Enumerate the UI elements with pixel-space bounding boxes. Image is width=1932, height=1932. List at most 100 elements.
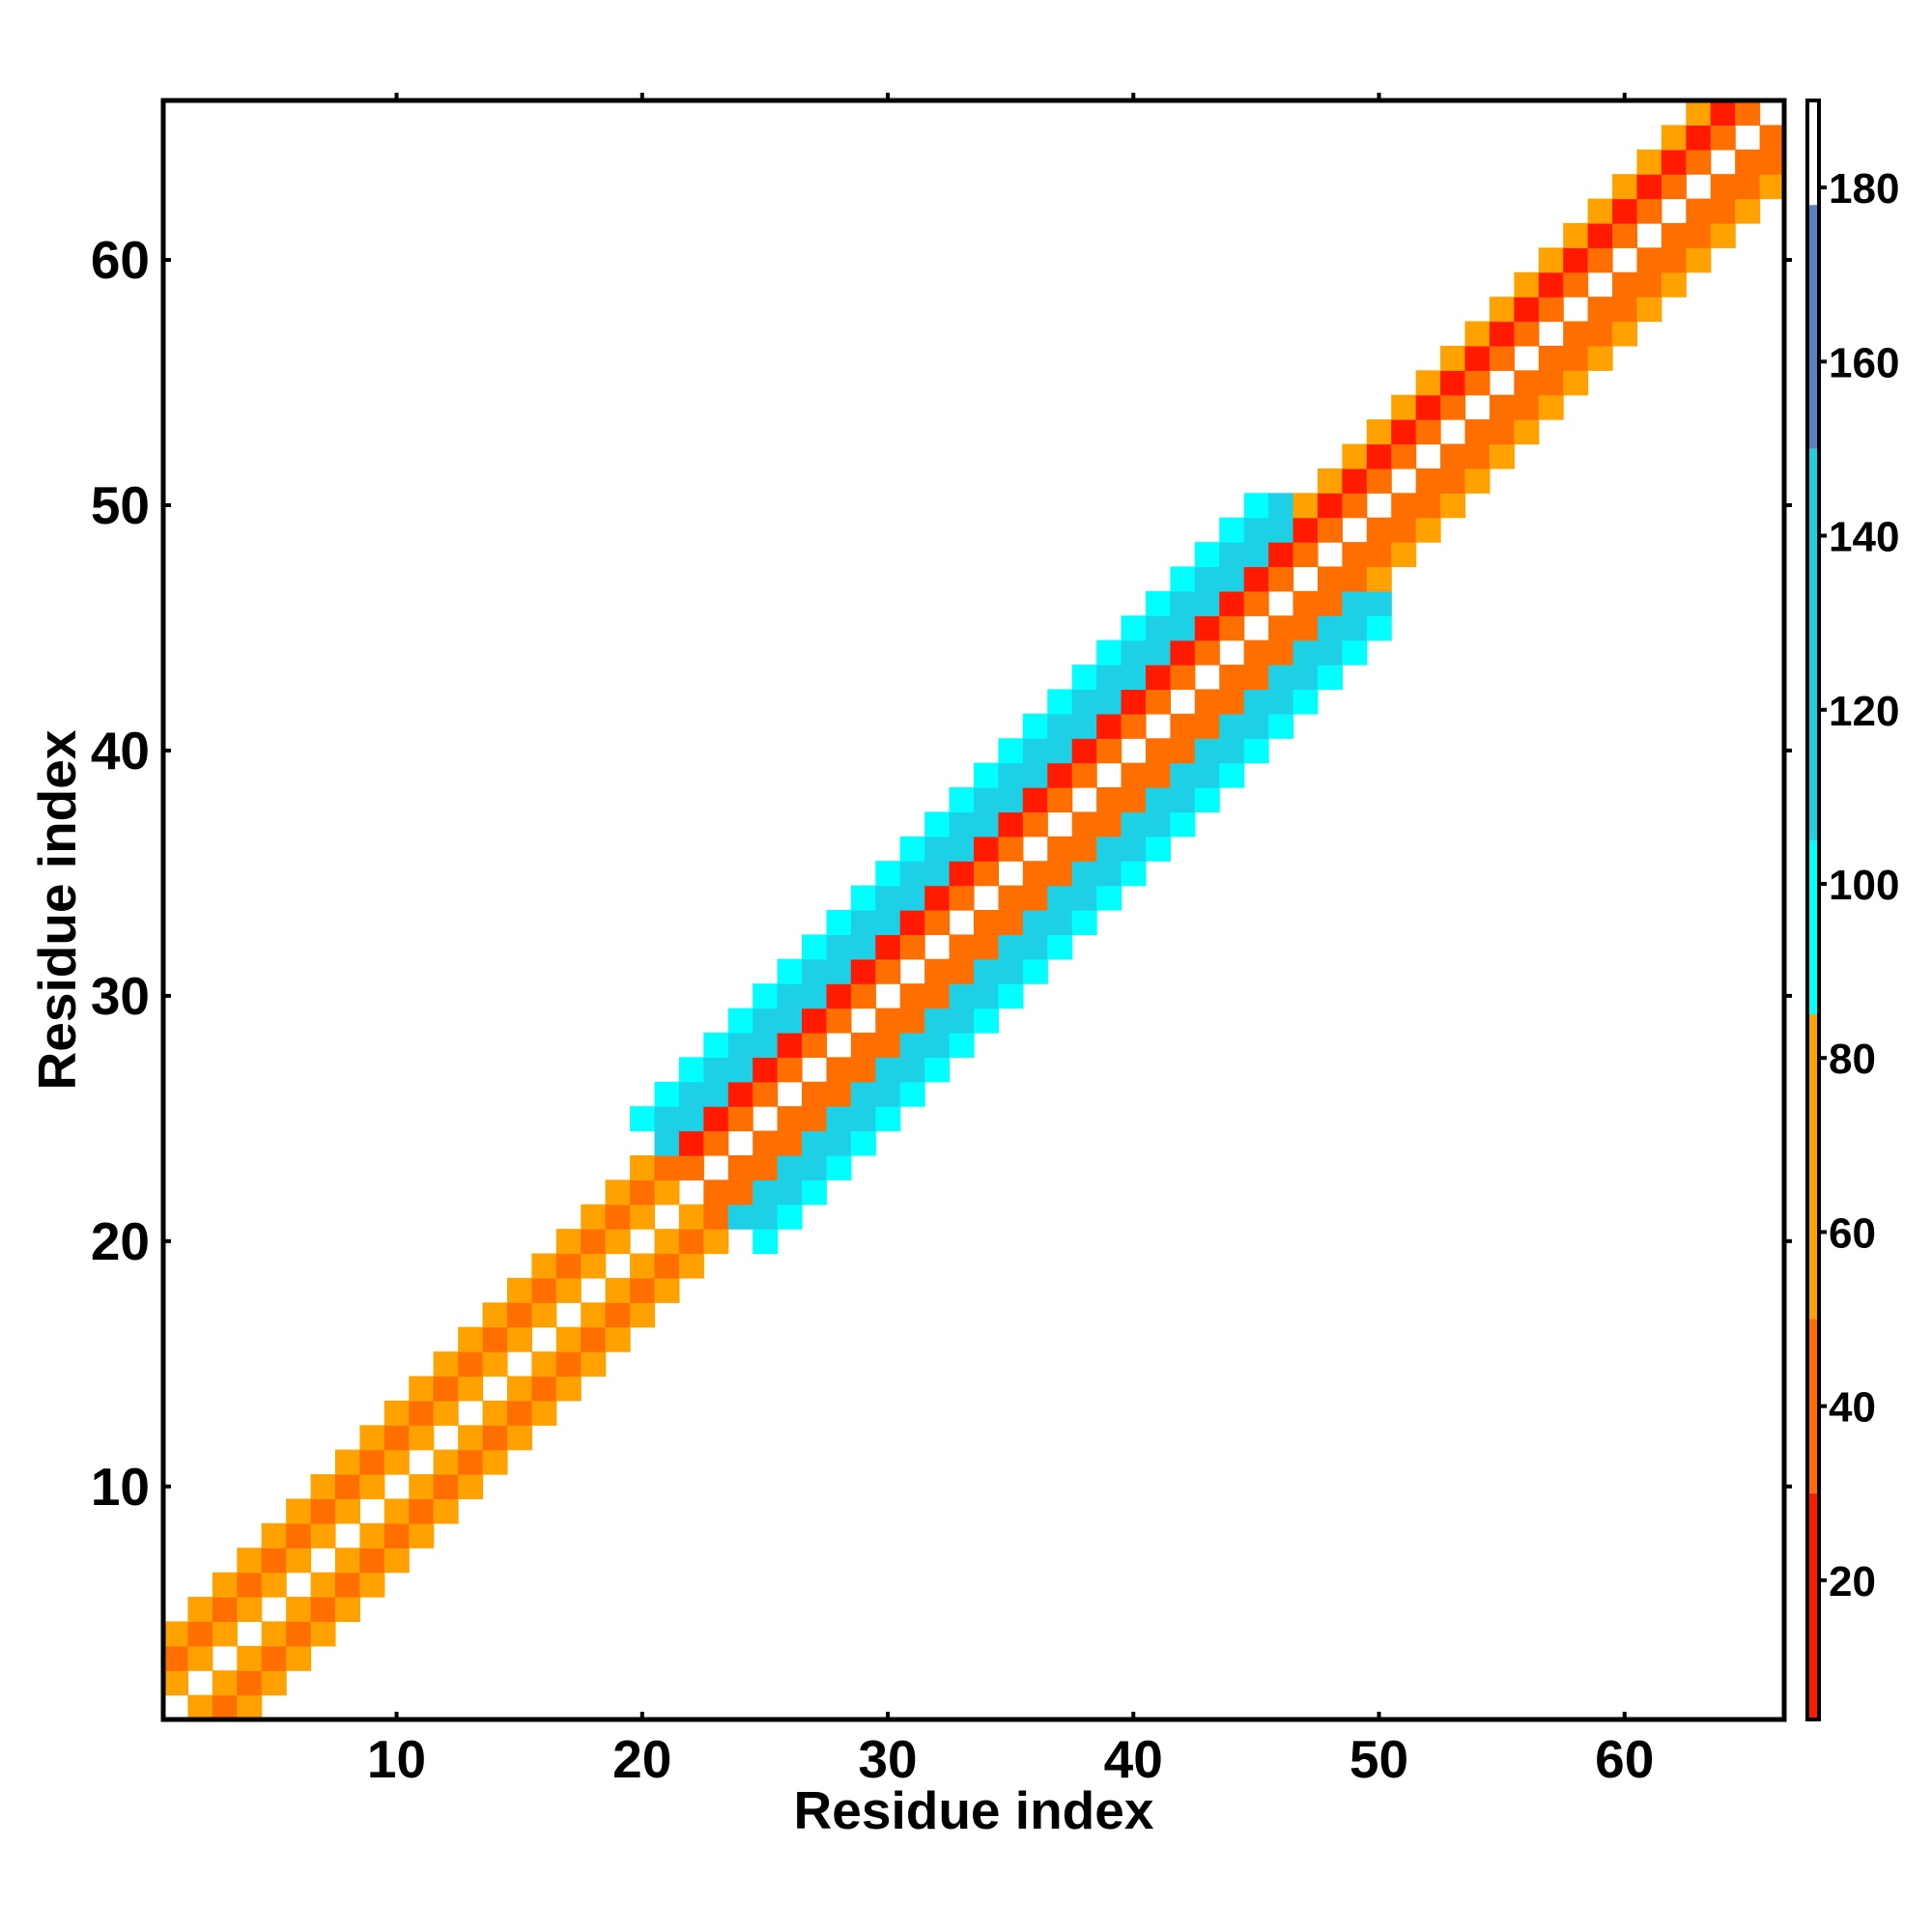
heatmap-cell: [482, 1400, 508, 1426]
plot-frame: [160, 98, 1787, 1722]
heatmap-cell: [555, 1351, 582, 1378]
heatmap-cell: [1686, 222, 1712, 248]
heatmap-cell: [875, 910, 901, 935]
heatmap-cell: [433, 1400, 459, 1426]
heatmap-cell: [1735, 198, 1761, 224]
heatmap-cell: [1710, 100, 1736, 126]
heatmap-cell: [654, 1253, 680, 1279]
heatmap-cell: [1317, 639, 1343, 666]
heatmap-cell: [359, 1425, 385, 1451]
heatmap-cell: [949, 885, 975, 911]
heatmap-cell: [974, 836, 1000, 862]
heatmap-cell: [555, 1326, 582, 1352]
heatmap-cell: [237, 1548, 263, 1574]
heatmap-cell: [1587, 345, 1613, 371]
heatmap-cell: [1366, 566, 1392, 592]
heatmap-cell: [1686, 149, 1712, 175]
heatmap-cell: [753, 1008, 779, 1034]
heatmap-cell: [334, 1572, 360, 1598]
heatmap-cell: [1587, 198, 1613, 224]
heatmap-cell: [1514, 271, 1540, 298]
heatmap-cell: [678, 1081, 704, 1107]
heatmap-cell: [1366, 615, 1392, 641]
heatmap-cell: [949, 958, 975, 984]
heatmap-cell: [850, 934, 876, 960]
heatmap-cell: [924, 1032, 951, 1058]
heatmap-cell: [1735, 149, 1761, 175]
heatmap-cell: [286, 1597, 312, 1623]
heatmap-cell: [1170, 811, 1196, 838]
heatmap-cell: [1415, 493, 1441, 519]
heatmap-cell: [1243, 689, 1269, 715]
heatmap-cell: [826, 1008, 852, 1034]
heatmap-cell: [409, 1425, 435, 1451]
heatmap-cell: [531, 1277, 557, 1303]
heatmap-cell: [998, 787, 1024, 813]
heatmap-cell: [1342, 443, 1368, 469]
x-tick-label: 20: [612, 1729, 671, 1789]
x-axis-ticks: 10 20 30 40 50 60: [367, 93, 1654, 1789]
heatmap-cell: [875, 1106, 901, 1132]
colorbar-frame: [1805, 99, 1821, 1721]
heatmap-cell: [850, 1032, 876, 1058]
heatmap-cell: [581, 1229, 607, 1255]
heatmap-cell: [777, 1154, 803, 1180]
heatmap-cell: [531, 1400, 557, 1426]
heatmap-cell: [1612, 297, 1638, 323]
heatmap-cell: [727, 1179, 753, 1206]
heatmap-cell: [630, 1302, 656, 1328]
heatmap-cell: [1342, 639, 1368, 666]
heatmap-cell: [1317, 517, 1343, 543]
colorbar-tick-label: 140: [1829, 514, 1899, 561]
heatmap-cell: [163, 1621, 189, 1647]
heatmap-cell: [310, 1474, 336, 1500]
heatmap-cell: [359, 1572, 385, 1598]
heatmap-cell: [753, 1130, 779, 1156]
heatmap-cell: [1121, 836, 1147, 862]
heatmap-cell: [1514, 297, 1540, 323]
heatmap-cell: [899, 861, 925, 887]
heatmap-cell: [1145, 836, 1171, 862]
heatmap-cell: [1587, 222, 1613, 248]
heatmap-cell: [359, 1548, 385, 1574]
heatmap-cell: [1514, 394, 1540, 420]
heatmap-cell: [1759, 125, 1785, 151]
heatmap-cell: [605, 1302, 631, 1328]
heatmap-cell: [1047, 910, 1073, 935]
x-tick-label: 10: [367, 1729, 426, 1789]
heatmap-cell: [974, 861, 1000, 887]
heatmap-cell: [1071, 885, 1097, 911]
heatmap-cell: [1243, 665, 1269, 691]
heatmap-cell: [949, 811, 975, 838]
x-axis-label: Residue index: [794, 1780, 1154, 1840]
heatmap-cell: [1243, 738, 1269, 764]
heatmap-cell: [1440, 443, 1466, 469]
heatmap-cell: [1636, 247, 1662, 273]
heatmap-cell: [850, 885, 876, 911]
heatmap-cell: [703, 1106, 729, 1132]
heatmap-cell: [1563, 321, 1589, 347]
heatmap-cell: [826, 958, 852, 984]
heatmap-cell: [1194, 615, 1220, 641]
y-tick-label: 50: [91, 475, 150, 535]
heatmap-cell: [1194, 713, 1220, 739]
heatmap-cell: [359, 1522, 385, 1548]
y-axis-label: Residue index: [27, 729, 87, 1090]
heatmap-cell: [237, 1694, 263, 1720]
heatmap-cell: [384, 1522, 410, 1548]
heatmap-cell: [974, 762, 1000, 788]
heatmap-cell: [1514, 370, 1540, 396]
heatmap-cell: [1219, 615, 1245, 641]
heatmap-cell: [949, 836, 975, 862]
heatmap-cell: [998, 836, 1024, 862]
heatmap-cell: [1194, 787, 1220, 813]
heatmap-cell: [1096, 713, 1122, 739]
heatmap-cell: [703, 1229, 729, 1255]
heatmap-cell: [1071, 811, 1097, 838]
heatmap-cell: [1538, 247, 1564, 273]
heatmap-cell: [949, 861, 975, 887]
heatmap-cell: [949, 1032, 975, 1058]
heatmap-cell: [850, 1057, 876, 1083]
heatmap-cell: [1464, 443, 1491, 469]
heatmap-cell: [1047, 934, 1073, 960]
